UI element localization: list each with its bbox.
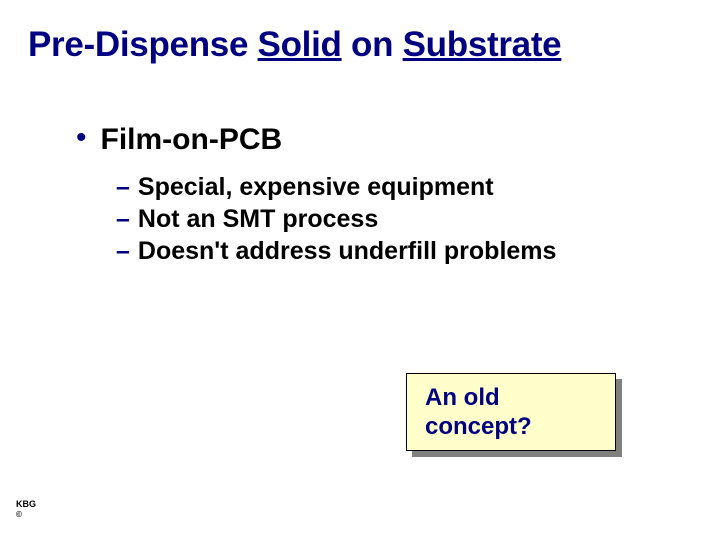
bullet-level2-text: Special, expensive equipment — [138, 173, 494, 202]
bullet-level2-text: Doesn't address underfill problems — [138, 237, 557, 266]
slide-title: Pre-Dispense Solid on Substrate — [28, 24, 692, 65]
bullet-level2-item: – Special, expensive equipment — [116, 173, 692, 202]
callout-line1: An old — [425, 384, 500, 411]
title-seg3: on — [342, 25, 403, 64]
bullet-level2-item: – Doesn't address underfill problems — [116, 237, 692, 266]
slide: Pre-Dispense Solid on Substrate • Film-o… — [0, 0, 720, 540]
callout-box: An old concept? — [406, 373, 616, 451]
dash-icon: – — [116, 205, 130, 234]
callout-text: An old concept? — [425, 383, 532, 442]
bullet-level2-text: Not an SMT process — [138, 205, 378, 234]
copyright-icon: © — [16, 510, 22, 519]
bullet-level2-list: – Special, expensive equipment – Not an … — [116, 173, 692, 266]
callout-face: An old concept? — [406, 373, 616, 451]
title-seg4-underlined: Substrate — [403, 25, 562, 64]
callout-line2: concept? — [425, 413, 532, 440]
footer-initials: KBG — [16, 499, 36, 509]
title-seg1: Pre-Dispense — [28, 25, 258, 64]
footer-mark: KBG © — [16, 500, 36, 520]
bullet-level1: • Film-on-PCB — [76, 123, 692, 157]
bullet-level1-text: Film-on-PCB — [101, 123, 283, 157]
bullet-level2-item: – Not an SMT process — [116, 205, 692, 234]
title-seg2-underlined: Solid — [258, 25, 342, 64]
slide-body: • Film-on-PCB – Special, expensive equip… — [76, 123, 692, 266]
bullet-dot-icon: • — [76, 123, 87, 153]
dash-icon: – — [116, 173, 130, 202]
dash-icon: – — [116, 237, 130, 266]
